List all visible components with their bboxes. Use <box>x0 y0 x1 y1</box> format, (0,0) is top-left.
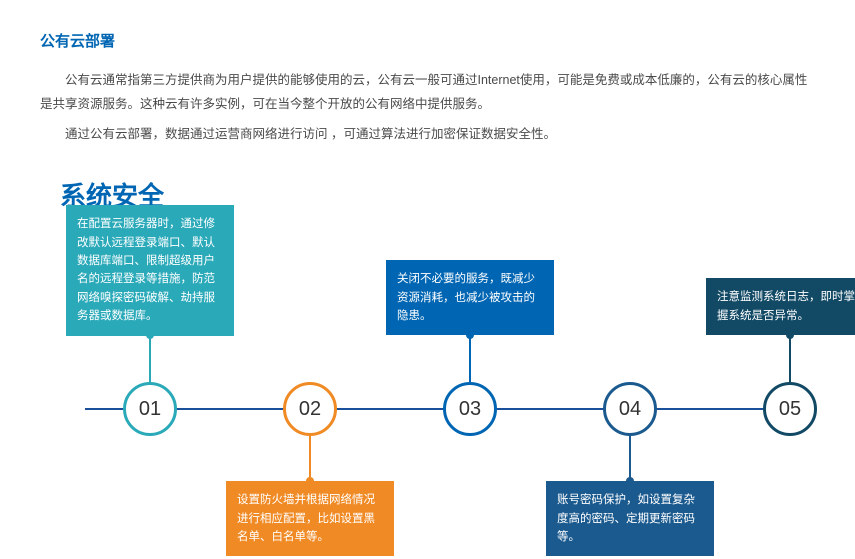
step-connector <box>309 435 311 481</box>
step-box: 关闭不必要的服务，既减少资源消耗，也减少被攻击的隐患。 <box>386 260 554 335</box>
step-dot <box>786 331 794 339</box>
step-box: 账号密码保护，如设置复杂度高的密码、定期更新密码等。 <box>546 481 714 556</box>
intro-para-1: 公有云通常指第三方提供商为用户提供的能够使用的云，公有云一般可通过Interne… <box>40 69 815 117</box>
timeline-step-05: 注意监测系统日志，即时掌握系统是否异常。05 <box>712 253 855 533</box>
timeline-step-02: 设置防火墙并根据网络情况进行相应配置，比如设置黑名单、白名单等。02 <box>232 253 388 533</box>
step-box: 设置防火墙并根据网络情况进行相应配置，比如设置黑名单、白名单等。 <box>226 481 394 556</box>
timeline: 在配置云服务器时，通过修改默认远程登录端口、默认数据库端口、限制超级用户名的远程… <box>35 253 815 533</box>
step-connector <box>149 335 151 385</box>
step-circle: 03 <box>443 382 497 436</box>
step-circle: 01 <box>123 382 177 436</box>
step-circle: 04 <box>603 382 657 436</box>
step-dot <box>306 477 314 485</box>
step-dot <box>146 331 154 339</box>
timeline-step-01: 在配置云服务器时，通过修改默认远程登录端口、默认数据库端口、限制超级用户名的远程… <box>72 253 228 533</box>
intro-para-2: 通过公有云部署，数据通过运营商网络进行访问 ，可通过算法进行加密保证数据安全性。 <box>40 123 815 147</box>
step-connector <box>629 435 631 481</box>
section-title: 公有云部署 <box>40 30 815 51</box>
step-dot <box>466 331 474 339</box>
step-dot <box>626 477 634 485</box>
step-circle: 02 <box>283 382 337 436</box>
timeline-step-03: 关闭不必要的服务，既减少资源消耗，也减少被攻击的隐患。03 <box>392 253 548 533</box>
step-box: 注意监测系统日志，即时掌握系统是否异常。 <box>706 278 855 335</box>
timeline-step-04: 账号密码保护，如设置复杂度高的密码、定期更新密码等。04 <box>552 253 708 533</box>
step-connector <box>789 335 791 385</box>
step-circle: 05 <box>763 382 817 436</box>
step-box: 在配置云服务器时，通过修改默认远程登录端口、默认数据库端口、限制超级用户名的远程… <box>66 205 234 335</box>
step-connector <box>469 335 471 385</box>
